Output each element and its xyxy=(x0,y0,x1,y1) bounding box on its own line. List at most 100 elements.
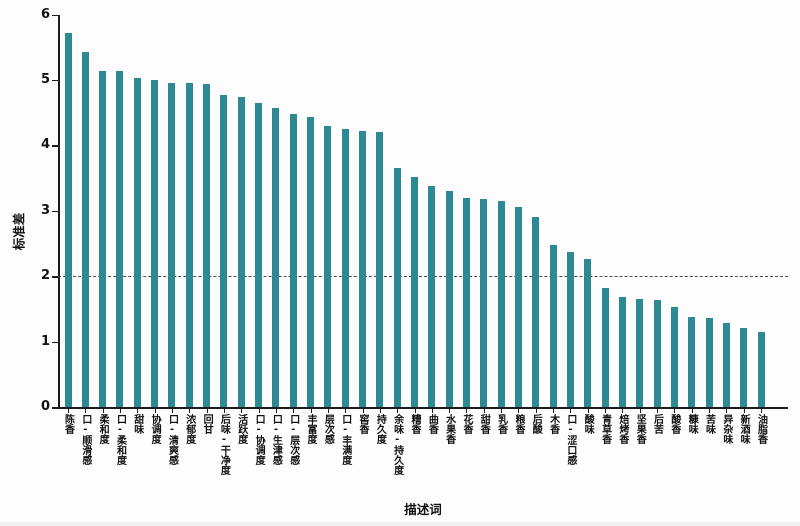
y-tick-label: 0 xyxy=(40,399,50,414)
bar xyxy=(445,191,453,407)
bar xyxy=(359,130,367,407)
bar-label: 甜味 xyxy=(131,414,143,434)
y-tick-label: 2 xyxy=(40,268,50,284)
bar-label: 曲香 xyxy=(426,414,438,434)
bar xyxy=(324,125,332,407)
x-tick-mark xyxy=(587,408,589,413)
y-tick-mark xyxy=(52,276,58,278)
x-tick-mark xyxy=(397,408,399,413)
bar-label: 丰富度 xyxy=(305,414,317,444)
x-tick-mark xyxy=(518,408,520,413)
bar xyxy=(220,94,228,407)
bar xyxy=(255,102,263,407)
bar-label: 苦味 xyxy=(703,414,715,434)
bar xyxy=(376,132,384,407)
bar-label: 酸味 xyxy=(582,414,594,434)
bar xyxy=(566,251,574,407)
x-tick-mark xyxy=(622,408,624,413)
bar xyxy=(688,316,696,407)
bar-label: 持久度 xyxy=(374,414,386,444)
reference-line xyxy=(58,276,788,278)
bar xyxy=(480,198,488,407)
y-tick-mark xyxy=(52,407,58,409)
bar xyxy=(289,113,297,407)
bar xyxy=(237,96,245,407)
bar-label: 口-丰满度 xyxy=(339,414,351,465)
bar-label: 粮香 xyxy=(512,414,524,434)
bar xyxy=(653,299,661,407)
bar xyxy=(168,82,176,407)
bar-label: 口-生津感 xyxy=(270,414,282,465)
bar xyxy=(549,244,557,407)
bar xyxy=(81,51,89,407)
x-axis-title: 描述词 xyxy=(404,502,442,517)
bar-label: 坚果香 xyxy=(634,414,646,444)
bar-label: 活跃度 xyxy=(235,414,247,444)
bar xyxy=(618,297,626,407)
x-tick-mark xyxy=(483,408,485,413)
y-tick-label: 3 xyxy=(40,202,50,218)
bar xyxy=(636,299,644,407)
x-tick-mark xyxy=(310,408,312,413)
bar xyxy=(393,168,401,407)
x-tick-mark xyxy=(189,408,191,413)
x-tick-mark xyxy=(691,408,693,413)
bar xyxy=(341,128,349,407)
bar xyxy=(428,185,436,407)
bar xyxy=(462,198,470,407)
x-tick-mark xyxy=(241,408,243,413)
bar-label: 酸香 xyxy=(668,414,680,434)
x-tick-mark xyxy=(553,408,555,413)
bar xyxy=(514,206,522,407)
bar xyxy=(722,323,730,407)
bar-label: 口-层次感 xyxy=(287,414,299,465)
x-tick-mark xyxy=(275,408,277,413)
y-tick-mark xyxy=(52,210,58,213)
x-tick-mark xyxy=(223,408,225,413)
bar-label: 甜香 xyxy=(478,414,490,434)
x-tick-mark xyxy=(362,408,364,413)
y-tick-label: 1 xyxy=(40,333,50,349)
bar-label: 水果香 xyxy=(443,414,455,444)
y-tick-mark xyxy=(52,14,58,16)
x-tick-mark xyxy=(605,408,607,413)
x-tick-mark xyxy=(726,408,728,413)
bar xyxy=(116,71,124,407)
y-axis-line xyxy=(58,14,60,408)
bar xyxy=(532,217,540,407)
bar xyxy=(64,32,72,407)
bar-label: 口-顺滑感 xyxy=(79,414,91,465)
bar-label: 浓郁度 xyxy=(183,414,195,444)
bar xyxy=(99,70,107,407)
bar-label: 糠味 xyxy=(686,414,698,434)
bar-label: 口-清爽感 xyxy=(166,414,178,465)
bar xyxy=(203,84,211,407)
bar xyxy=(670,306,678,407)
bar-label: 木香 xyxy=(547,414,559,434)
x-tick-mark xyxy=(171,408,173,413)
x-tick-mark xyxy=(119,408,121,413)
x-tick-mark xyxy=(137,408,139,413)
x-tick-mark xyxy=(639,408,641,413)
y-tick-mark xyxy=(52,145,58,147)
bar xyxy=(411,176,418,407)
x-tick-mark xyxy=(327,408,329,413)
x-tick-mark xyxy=(501,408,503,413)
bar-label: 青草香 xyxy=(599,414,611,444)
bar-label: 异杂味 xyxy=(720,414,732,444)
x-tick-mark xyxy=(535,408,537,413)
bar-label: 窖香 xyxy=(357,414,369,434)
bar xyxy=(705,318,713,407)
x-tick-mark xyxy=(709,408,711,413)
bar-label: 新酒味 xyxy=(738,414,750,444)
bar xyxy=(584,259,592,407)
bar xyxy=(151,79,159,407)
bar xyxy=(497,200,505,407)
bar xyxy=(185,83,193,407)
bar-label: 柔和度 xyxy=(97,414,109,444)
x-tick-mark xyxy=(345,408,347,413)
x-tick-mark xyxy=(379,408,381,413)
x-axis-line xyxy=(58,407,788,409)
bar-label: 糟香 xyxy=(409,414,420,434)
bar-label: 油脂香 xyxy=(755,414,767,444)
